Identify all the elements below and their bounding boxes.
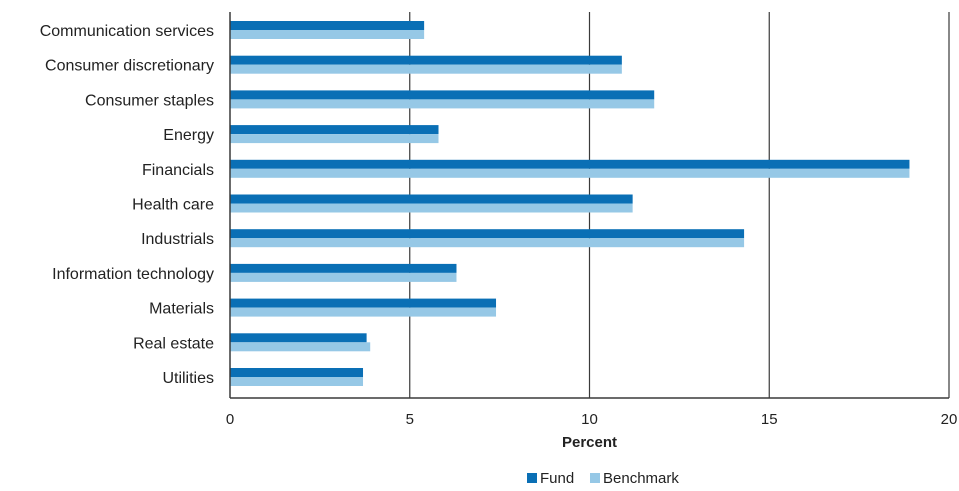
- fund-bar: [230, 229, 745, 239]
- fund-bar: [230, 55, 622, 65]
- benchmark-bar: [230, 272, 457, 282]
- category-label: Energy: [163, 127, 214, 144]
- legend-label-benchmark: Benchmark: [603, 470, 679, 487]
- x-tick-label: 20: [941, 411, 958, 428]
- x-tick-label: 10: [581, 411, 598, 428]
- fund-bar: [230, 125, 439, 135]
- legend-label-fund: Fund: [540, 470, 574, 487]
- category-label: Real estate: [133, 335, 214, 352]
- legend-swatch-fund: [527, 473, 537, 483]
- fund-bar: [230, 263, 457, 273]
- category-label: Health care: [132, 197, 214, 214]
- category-label: Communication services: [40, 23, 214, 40]
- benchmark-bar: [230, 64, 622, 74]
- fund-bar: [230, 90, 655, 100]
- fund-bar: [230, 159, 910, 169]
- fund-bar: [230, 298, 497, 308]
- benchmark-bar: [230, 377, 364, 386]
- benchmark-bar: [230, 30, 425, 39]
- legend: Fund Benchmark: [527, 470, 679, 487]
- category-labels: Communication services Consumer discretio…: [40, 23, 214, 387]
- category-label: Financials: [142, 162, 214, 179]
- benchmark-bar: [230, 168, 910, 178]
- x-axis-title: Percent: [562, 434, 617, 451]
- benchmark-bar: [230, 99, 655, 109]
- x-tick-label: 0: [226, 411, 234, 428]
- category-label: Materials: [149, 301, 214, 318]
- benchmark-bar: [230, 134, 439, 144]
- category-label: Information technology: [52, 266, 214, 283]
- bars: [230, 21, 910, 386]
- fund-bar: [230, 333, 367, 343]
- legend-swatch-benchmark: [590, 473, 600, 483]
- fund-bar: [230, 194, 633, 204]
- x-tick-labels: 0 5 10 15 20: [226, 411, 958, 428]
- category-label: Consumer discretionary: [45, 58, 214, 75]
- x-tick-label: 5: [406, 411, 414, 428]
- category-label: Industrials: [141, 231, 214, 248]
- category-label: Consumer staples: [85, 92, 214, 109]
- fund-bar: [230, 21, 425, 30]
- fund-bar: [230, 368, 364, 377]
- category-label: Utilities: [162, 370, 214, 387]
- x-tick-label: 15: [761, 411, 778, 428]
- axes: [229, 12, 949, 399]
- benchmark-bar: [230, 307, 497, 317]
- benchmark-bar: [230, 342, 371, 352]
- benchmark-bar: [230, 238, 745, 248]
- benchmark-bar: [230, 203, 633, 213]
